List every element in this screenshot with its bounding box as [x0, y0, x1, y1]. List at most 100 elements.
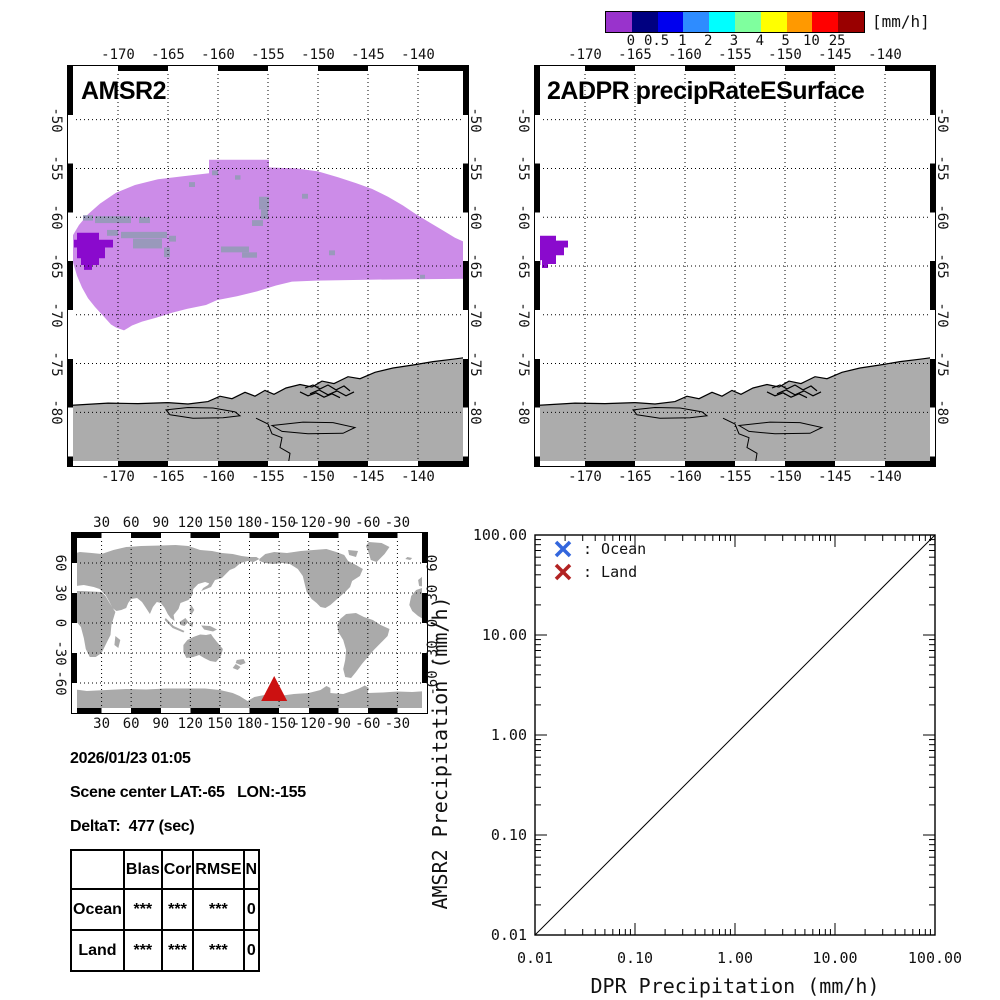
map-lon-label-top: -150 — [301, 47, 335, 63]
map-lat-label: -60 — [515, 204, 531, 230]
map-frame-bottom — [72, 708, 427, 713]
map-lon-label-bottom: -170 — [101, 469, 135, 485]
map-lat-label: -50 — [515, 107, 531, 133]
world-lon-label-bottom: -30 — [384, 716, 411, 732]
scatter-x-tick-label: 100.00 — [908, 949, 962, 967]
map-frame-right — [463, 66, 468, 466]
map-lon-label-bottom: -160 — [668, 469, 702, 485]
legend-x-symbol — [554, 563, 572, 581]
scene-datetime: 2026/01/23 01:05 — [70, 750, 191, 767]
colorbar-segment-4 — [709, 12, 735, 32]
colorbar-segment-7 — [786, 12, 813, 32]
world-lon-label-top: 30 — [93, 515, 110, 531]
map-lat-label: -65 — [48, 253, 64, 279]
map-panel-dpr — [531, 65, 936, 467]
panel-title-amsr2: AMSR2 — [81, 77, 167, 105]
colorbar-tick-label: 1 — [678, 33, 687, 49]
scene-deltat: DeltaT: 477 (sec) — [70, 818, 195, 835]
map-lon-label-top: -170 — [568, 47, 602, 63]
stats-value-cell: 0 — [242, 929, 261, 972]
map-lat-label: -65 — [934, 253, 950, 279]
map-frame-right — [422, 533, 427, 713]
colorbar-tick-label: 3 — [729, 33, 739, 49]
world-lon-label-top: -90 — [325, 515, 351, 531]
scatter-y-tick-label: 10.00 — [482, 626, 527, 644]
colorbar — [605, 11, 865, 33]
map-lon-label-bottom: -140 — [868, 469, 902, 485]
identity-line — [534, 534, 936, 936]
colorbar-segment-2 — [657, 12, 684, 32]
scatter-x-tick-label: 10.00 — [812, 949, 857, 967]
world-lon-label-bottom: -150 — [262, 716, 296, 732]
map-lon-label-bottom: -165 — [151, 469, 185, 485]
map-lon-label-bottom: -160 — [201, 469, 235, 485]
world-map-content — [72, 533, 427, 713]
map-lon-label-top: -140 — [868, 47, 902, 63]
map-lon-label-top: -140 — [401, 47, 435, 63]
world-lon-label-bottom: 150 — [207, 716, 233, 732]
map-lat-label: -70 — [515, 302, 531, 328]
world-lon-label-top: 180 — [236, 515, 263, 531]
world-lon-label-bottom: 90 — [152, 716, 170, 732]
map-frame-left — [68, 66, 73, 466]
map-lon-label-bottom: -155 — [718, 469, 752, 485]
colorbar-segment-3 — [683, 12, 710, 32]
map-lat-label: -55 — [467, 155, 483, 182]
colorbar-segment-8 — [812, 12, 839, 32]
world-lon-label-bottom: -90 — [325, 716, 351, 732]
scene-marker-triangle — [261, 676, 288, 701]
map-lon-label-top: -165 — [618, 47, 652, 63]
scatter-y-tick-label: 1.00 — [491, 726, 527, 744]
table-row: Ocean *** *** *** 0 — [70, 888, 261, 931]
stats-col-header: N — [242, 849, 261, 890]
scatter-plot: 0.01 0.10 1.00 10.00 100.00 100.00 10.00 1.00 0.… — [430, 526, 962, 998]
map-lon-label-bottom: -150 — [301, 469, 335, 485]
colorbar-tick-label: 2 — [703, 33, 713, 49]
map-lon-label-bottom: -155 — [251, 469, 285, 485]
stats-value-cell: *** — [122, 929, 163, 972]
colorbar-tick-label: 5 — [781, 33, 790, 49]
world-lon-label-top: -120 — [291, 515, 326, 531]
world-lon-label-bottom: 30 — [93, 716, 110, 732]
scatter-y-tick-label: 0.01 — [491, 926, 527, 944]
stats-col-header: RMSE — [192, 849, 245, 890]
map-lon-label-bottom: -165 — [618, 469, 652, 485]
scatter-x-tick-label: 1.00 — [717, 949, 753, 967]
map-frame-top — [72, 533, 427, 538]
world-lat-label-left: -60 — [52, 670, 68, 696]
map-lon-label-bottom: -145 — [818, 469, 852, 485]
stats-value-cell: *** — [192, 888, 245, 931]
map-frame-right — [930, 66, 935, 466]
map-lon-label-top: -145 — [818, 47, 852, 63]
stats-col-header: Cor — [160, 849, 195, 890]
map-lon-label-top: -160 — [668, 47, 702, 63]
legend-label: : Land — [583, 563, 637, 581]
map-frame-bottom — [535, 461, 935, 466]
map-lon-label-top: -155 — [251, 47, 285, 63]
map-lon-label-top: -165 — [151, 47, 185, 63]
map-frame-top — [68, 66, 468, 71]
world-lon-label-top: -30 — [384, 515, 411, 531]
map-lat-label: -75 — [467, 350, 483, 377]
colorbar-tick-labels: 0 0.5 1 2 3 4 5 10 25 — [605, 33, 863, 49]
stats-row-label: Land — [70, 929, 125, 972]
stats-value-cell: *** — [160, 929, 195, 972]
map-frame-bottom — [68, 461, 468, 466]
colorbar-segment-1 — [631, 12, 658, 32]
map-panel-amsr2 — [67, 65, 469, 467]
scatter-y-tick-label: 0.10 — [491, 826, 527, 844]
map-lat-label: -75 — [48, 350, 64, 377]
map-lat-label: -75 — [934, 350, 950, 377]
world-lon-label-top: 60 — [122, 515, 140, 531]
scatter-x-tick-label: 0.10 — [617, 949, 653, 967]
stats-value-cell: *** — [122, 888, 163, 931]
map-lat-label: -80 — [467, 399, 483, 425]
map-lon-label-top: -160 — [201, 47, 235, 63]
map-lon-label-top: -155 — [718, 47, 752, 63]
colorbar-tick-label: 4 — [755, 33, 765, 49]
table-row: Land *** *** *** 0 — [70, 929, 261, 972]
map-lon-label-top: -170 — [101, 47, 135, 63]
map-lat-label: -55 — [48, 155, 64, 182]
world-lon-label-top: 120 — [177, 515, 203, 531]
stats-col-header: Blas — [122, 849, 163, 890]
